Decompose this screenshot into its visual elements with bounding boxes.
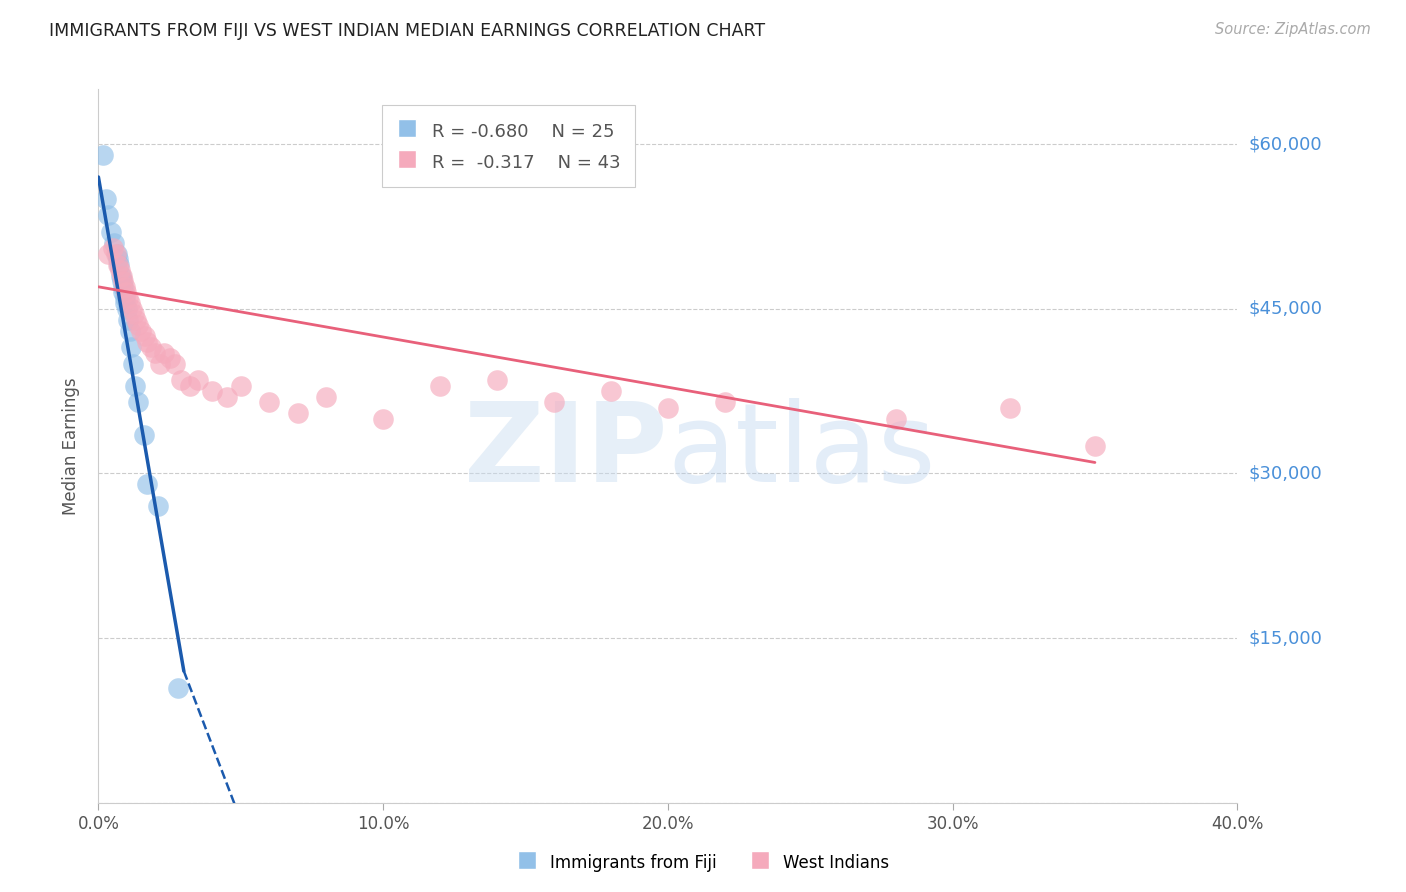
Point <box>132 428 155 442</box>
Point <box>145 345 167 359</box>
Point <box>1084 439 1107 453</box>
Point <box>108 258 131 272</box>
Text: $30,000: $30,000 <box>1249 465 1322 483</box>
Point <box>114 296 136 310</box>
Point <box>97 247 120 261</box>
Point <box>111 268 134 283</box>
Text: $15,000: $15,000 <box>1249 629 1322 647</box>
Point <box>129 324 152 338</box>
Point <box>884 411 907 425</box>
Point <box>127 318 149 333</box>
Text: $60,000: $60,000 <box>1249 135 1322 153</box>
Point <box>135 477 157 491</box>
Point <box>120 340 142 354</box>
Point <box>114 280 136 294</box>
Point <box>714 395 737 409</box>
Point <box>179 378 201 392</box>
Text: ZIP: ZIP <box>464 398 668 505</box>
Point <box>117 291 139 305</box>
Point <box>371 411 394 425</box>
Point <box>118 324 141 338</box>
Point <box>105 247 128 261</box>
Point <box>124 378 146 392</box>
Text: IMMIGRANTS FROM FIJI VS WEST INDIAN MEDIAN EARNINGS CORRELATION CHART: IMMIGRANTS FROM FIJI VS WEST INDIAN MEDI… <box>49 22 765 40</box>
Point <box>486 373 509 387</box>
Point <box>657 401 679 415</box>
Point <box>111 274 134 288</box>
Point <box>543 395 565 409</box>
Point <box>165 357 187 371</box>
Point <box>103 235 125 250</box>
Point <box>187 373 209 387</box>
Point <box>153 345 176 359</box>
Point <box>111 280 134 294</box>
Legend: R = -0.680    N = 25, R =  -0.317    N = 43: R = -0.680 N = 25, R = -0.317 N = 43 <box>381 105 636 187</box>
Point <box>125 312 148 326</box>
Point <box>287 406 309 420</box>
Point <box>115 285 138 300</box>
Text: $45,000: $45,000 <box>1249 300 1323 318</box>
Point <box>112 285 135 300</box>
Y-axis label: Median Earnings: Median Earnings <box>62 377 80 515</box>
Point <box>259 395 281 409</box>
Text: Source: ZipAtlas.com: Source: ZipAtlas.com <box>1215 22 1371 37</box>
Point <box>229 378 252 392</box>
Point <box>134 329 156 343</box>
Point <box>97 209 120 223</box>
Point <box>91 148 114 162</box>
Point <box>103 241 125 255</box>
Point <box>127 395 149 409</box>
Point <box>107 252 129 267</box>
Point <box>105 247 128 261</box>
Point <box>108 263 131 277</box>
Point <box>94 192 117 206</box>
Point <box>120 296 142 310</box>
Point <box>121 301 143 316</box>
Point <box>159 351 181 366</box>
Point <box>201 384 224 398</box>
Point <box>600 384 623 398</box>
Point <box>170 373 193 387</box>
Point <box>136 334 159 349</box>
Point <box>149 357 172 371</box>
Point <box>167 681 190 695</box>
Point <box>112 274 135 288</box>
Legend: Immigrants from Fiji, West Indians: Immigrants from Fiji, West Indians <box>510 846 896 880</box>
Point <box>107 258 129 272</box>
Point <box>122 307 145 321</box>
Point <box>315 390 337 404</box>
Point <box>139 340 162 354</box>
Point <box>148 500 170 514</box>
Point <box>110 268 132 283</box>
Point <box>115 301 138 316</box>
Point <box>117 312 139 326</box>
Point <box>215 390 238 404</box>
Point <box>114 291 136 305</box>
Point <box>998 401 1021 415</box>
Point <box>121 357 143 371</box>
Point <box>100 225 122 239</box>
Point <box>429 378 451 392</box>
Text: atlas: atlas <box>668 398 936 505</box>
